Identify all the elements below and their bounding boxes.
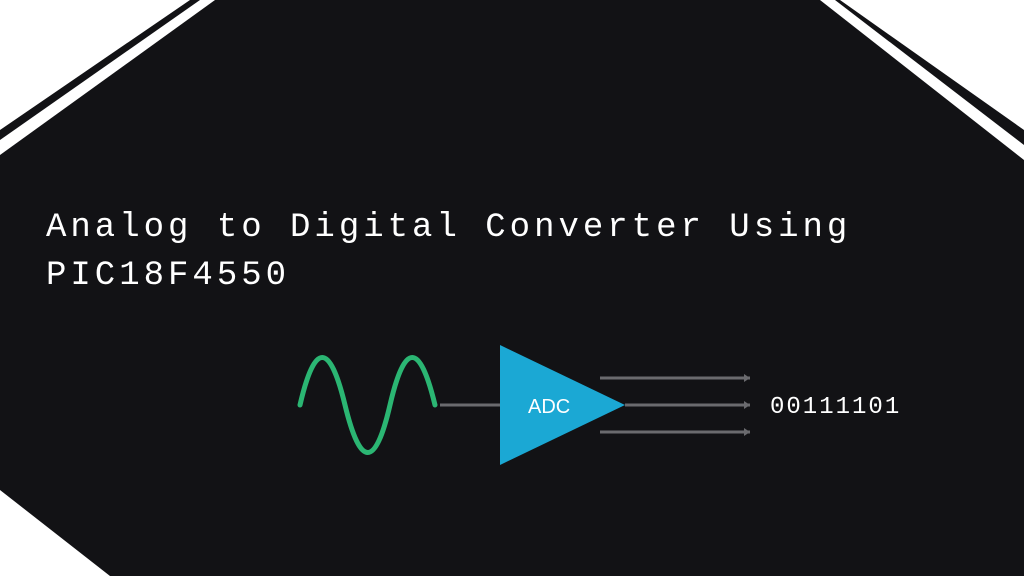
slide-title: Analog to Digital Converter Using PIC18F… bbox=[46, 205, 851, 300]
title-line1: Analog to Digital Converter Using bbox=[46, 209, 851, 247]
title-line2: PIC18F4550 bbox=[46, 257, 290, 295]
binary-output-text: 00111101 bbox=[770, 394, 901, 421]
adc-label: ADC bbox=[528, 396, 570, 418]
slide-canvas: ADC 00111101 Analog to Digital Converter… bbox=[0, 0, 1024, 576]
